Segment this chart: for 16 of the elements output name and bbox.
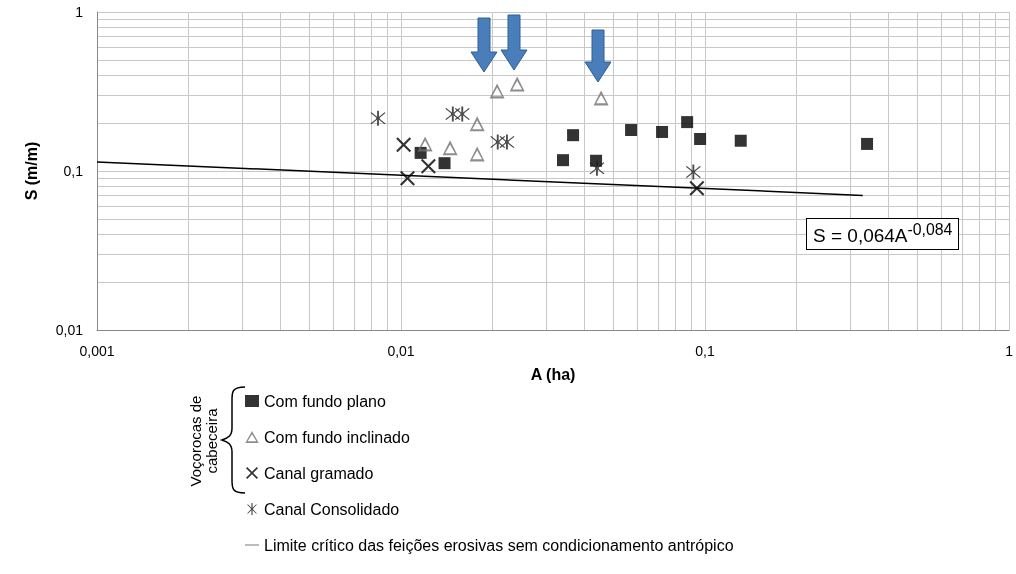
legend-label: Com fundo plano (264, 392, 386, 410)
legend-label: Canal Consolidado (264, 500, 400, 518)
y-axis-title: S (m/m) (22, 141, 40, 201)
x-tick-label: 0,01 (387, 343, 415, 359)
x-tick-label: 0,1 (695, 343, 716, 359)
legend-label: Canal gramado (264, 464, 374, 482)
annotation: S = 0,064A$^{-0,084}$ (806, 218, 960, 251)
y-tick-label: 0,01 (55, 322, 84, 338)
legend-label: Com fundo inclinado (264, 428, 410, 446)
legend-label: Limite crítico das feições erosivas sem condicionamento antrópico (264, 536, 734, 554)
y-tick-label: 1 (75, 4, 84, 20)
y-tick-label: 0,1 (63, 163, 84, 179)
x-axis-title: A (ha) (530, 365, 576, 383)
legend-title: Voçorocas de cabeceira (187, 394, 220, 489)
x-tick-label: 1 (1005, 343, 1014, 359)
x-tick-label: 0,001 (79, 343, 115, 359)
